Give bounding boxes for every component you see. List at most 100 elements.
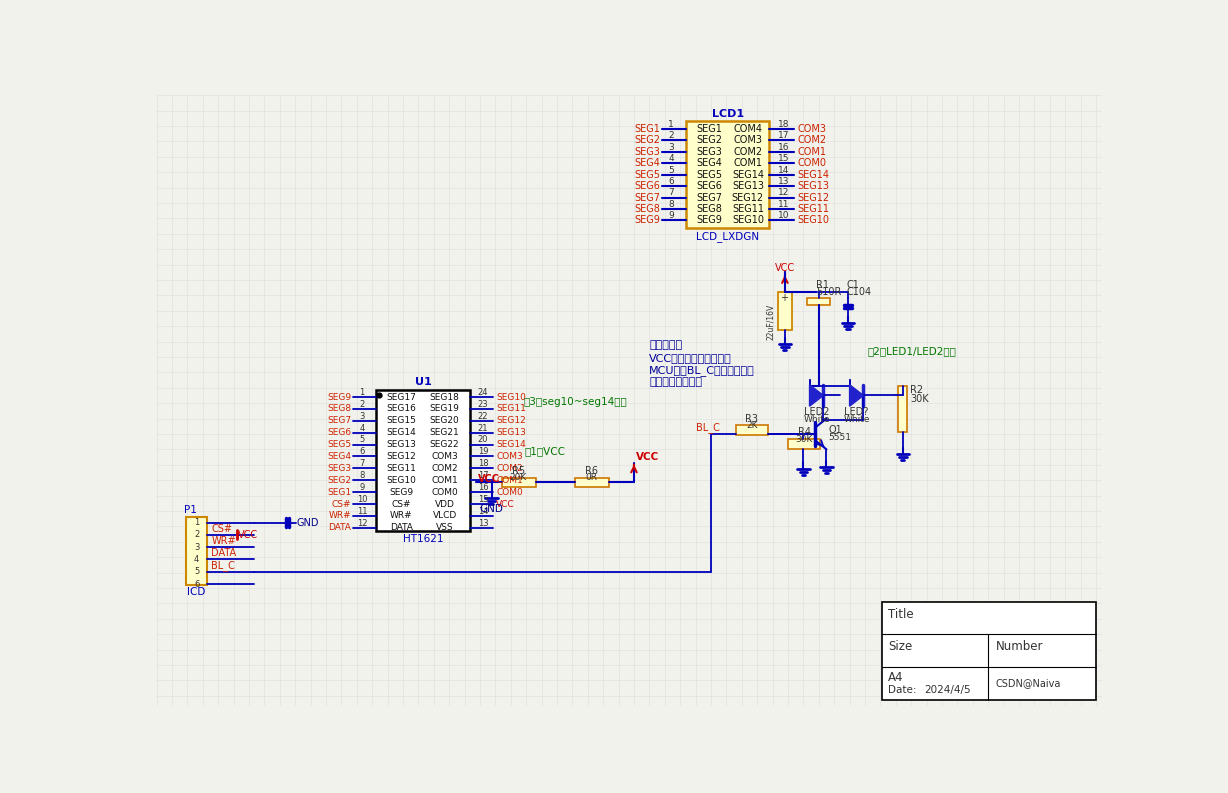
Text: 20K: 20K	[510, 473, 527, 482]
Text: R4: R4	[798, 427, 810, 438]
Text: COM2: COM2	[496, 464, 523, 473]
Text: SEG7: SEG7	[327, 416, 351, 425]
Text: DATA: DATA	[211, 548, 236, 558]
Text: 15: 15	[777, 154, 790, 163]
Polygon shape	[809, 385, 824, 406]
Bar	[807, 297, 830, 305]
Text: LED2: LED2	[803, 408, 829, 417]
Text: R1: R1	[817, 280, 829, 289]
Text: 8: 8	[668, 200, 674, 209]
Text: Title: Title	[888, 608, 914, 622]
Text: SEG1: SEG1	[635, 124, 661, 134]
Text: SEG1: SEG1	[696, 124, 722, 134]
Text: CSDN@Naiva: CSDN@Naiva	[996, 678, 1061, 688]
Text: SEG9: SEG9	[635, 216, 661, 225]
Bar	[501, 478, 537, 487]
Text: C1: C1	[846, 280, 860, 289]
Text: SEG11: SEG11	[797, 204, 829, 214]
Text: SEG6: SEG6	[696, 181, 722, 191]
Text: 4: 4	[360, 423, 365, 432]
Text: 4: 4	[668, 154, 674, 163]
Text: 30K: 30K	[796, 435, 813, 444]
Text: SEG4: SEG4	[696, 159, 722, 168]
Text: 改3：seg10~seg14顺序: 改3：seg10~seg14顺序	[523, 396, 626, 407]
Text: R5: R5	[512, 466, 526, 476]
Text: 10: 10	[777, 211, 790, 220]
Text: 15: 15	[478, 495, 489, 504]
Text: 24: 24	[478, 388, 489, 396]
Text: SEG6: SEG6	[635, 181, 661, 191]
Text: SEG11: SEG11	[387, 464, 416, 473]
Text: SEG20: SEG20	[430, 416, 459, 425]
Polygon shape	[850, 385, 863, 406]
Text: R2: R2	[910, 385, 923, 395]
Text: 3: 3	[668, 143, 674, 151]
Text: SEG8: SEG8	[635, 204, 661, 214]
Text: 3: 3	[194, 542, 199, 552]
Text: 17: 17	[777, 132, 790, 140]
Text: COM0: COM0	[496, 488, 523, 496]
Text: MCU控制BL_C的电平状态，: MCU控制BL_C的电平状态，	[650, 365, 755, 376]
Text: 2: 2	[194, 531, 199, 539]
Text: GND: GND	[297, 518, 319, 527]
Text: COM3: COM3	[797, 124, 826, 134]
Text: SEG13: SEG13	[496, 428, 526, 437]
Text: COM3: COM3	[431, 452, 458, 461]
Text: SEG22: SEG22	[430, 440, 459, 449]
Text: 3: 3	[360, 412, 365, 420]
Text: SEG8: SEG8	[696, 204, 722, 214]
Text: COM1: COM1	[431, 476, 458, 485]
Text: VCC: VCC	[496, 500, 515, 508]
Text: SEG5: SEG5	[327, 440, 351, 449]
Text: SEG5: SEG5	[634, 170, 661, 180]
Text: 16: 16	[478, 483, 489, 492]
Text: 2: 2	[668, 132, 674, 140]
Text: SEG3: SEG3	[696, 147, 722, 157]
Bar	[882, 602, 1095, 699]
Text: SEG14: SEG14	[496, 440, 526, 449]
Text: LCD_LXDGN: LCD_LXDGN	[696, 231, 759, 242]
Text: VDD: VDD	[435, 500, 454, 508]
Text: Number: Number	[996, 640, 1044, 653]
Text: 5: 5	[360, 435, 365, 445]
Text: 12: 12	[357, 519, 367, 528]
Text: VLCD: VLCD	[432, 511, 457, 520]
Text: 4: 4	[194, 555, 199, 564]
Text: BL_C: BL_C	[695, 423, 720, 433]
Bar	[575, 478, 609, 487]
Text: COM1: COM1	[733, 159, 763, 168]
Text: SEG2: SEG2	[328, 476, 351, 485]
Text: SEG3: SEG3	[635, 147, 661, 157]
Text: 7: 7	[360, 459, 365, 469]
Text: 5: 5	[668, 166, 674, 174]
Text: SEG18: SEG18	[430, 393, 459, 401]
Text: COM1: COM1	[496, 476, 523, 485]
Text: COM2: COM2	[797, 136, 826, 145]
Text: White: White	[803, 415, 830, 423]
Text: SEG12: SEG12	[387, 452, 416, 461]
Text: 16: 16	[777, 143, 790, 151]
Text: P1: P1	[184, 505, 198, 515]
Text: 10: 10	[357, 495, 367, 504]
Text: DATA: DATA	[329, 523, 351, 532]
Text: VCC: VCC	[636, 452, 658, 462]
Text: 510R: 510R	[817, 287, 842, 297]
Text: COM2: COM2	[431, 464, 458, 473]
Text: CS#: CS#	[392, 500, 411, 508]
Text: SEG2: SEG2	[634, 136, 661, 145]
Text: SEG14: SEG14	[387, 428, 416, 437]
Text: 17: 17	[478, 471, 489, 481]
Text: SEG5: SEG5	[696, 170, 722, 180]
Text: VCC: VCC	[775, 263, 795, 274]
Text: SEG10: SEG10	[387, 476, 416, 485]
Text: 19: 19	[478, 447, 489, 457]
Text: SEG16: SEG16	[387, 404, 416, 413]
Text: 23: 23	[478, 400, 489, 408]
Text: 1: 1	[668, 120, 674, 129]
Text: VCC稳压后给背光供电。: VCC稳压后给背光供电。	[650, 353, 732, 362]
Text: SEG15: SEG15	[387, 416, 416, 425]
Text: 20: 20	[478, 435, 489, 445]
Text: COM2: COM2	[733, 147, 763, 157]
Text: 2: 2	[360, 400, 365, 408]
Text: SEG8: SEG8	[327, 404, 351, 413]
